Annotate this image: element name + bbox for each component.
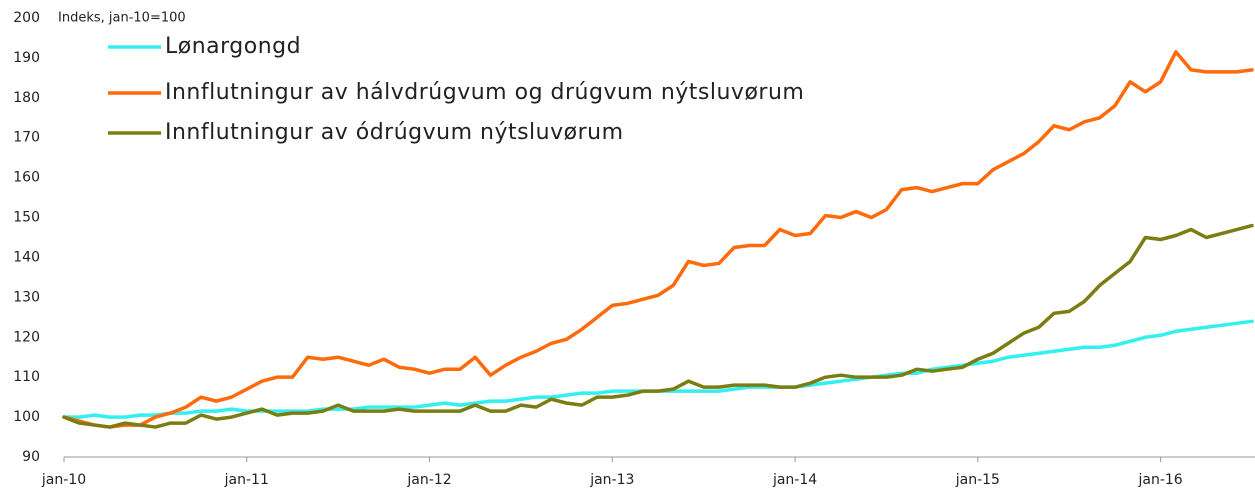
y-tick-label: 190 <box>13 50 40 66</box>
y-tick-label: 160 <box>13 170 40 186</box>
y-tick-label: 90 <box>22 449 40 465</box>
legend-label: Lønargongd <box>165 34 301 59</box>
x-tick-label: jan-12 <box>406 472 451 488</box>
y-tick-label: 180 <box>13 90 40 106</box>
series-line <box>62 50 1254 429</box>
y-tick-label: 200 <box>13 10 40 26</box>
x-tick-label: jan-15 <box>955 472 1000 488</box>
y-tick-label: 170 <box>13 130 40 146</box>
y-tick-label: 120 <box>13 329 40 345</box>
y-tick-label: 130 <box>13 289 40 305</box>
legend-label: Innflutningur av hálvdrúgvum og drúgvum … <box>165 80 804 105</box>
x-tick-label: jan-16 <box>1138 472 1183 488</box>
y-axis-unit: Indeks, jan-10=100 <box>58 11 186 26</box>
y-tick-label: 100 <box>13 409 40 425</box>
y-tick-label: 140 <box>13 249 40 265</box>
legend-label: Innflutningur av ódrúgvum nýtsluvørum <box>165 120 624 145</box>
x-tick-label: jan-11 <box>224 472 269 488</box>
series-line <box>62 223 1254 429</box>
x-tick-label: jan-13 <box>589 472 634 488</box>
x-tick-label: jan-14 <box>772 472 817 488</box>
y-tick-label: 150 <box>13 210 40 226</box>
y-tick-label: 110 <box>13 369 40 385</box>
series-line <box>62 319 1254 419</box>
x-tick-label: jan-10 <box>41 472 86 488</box>
